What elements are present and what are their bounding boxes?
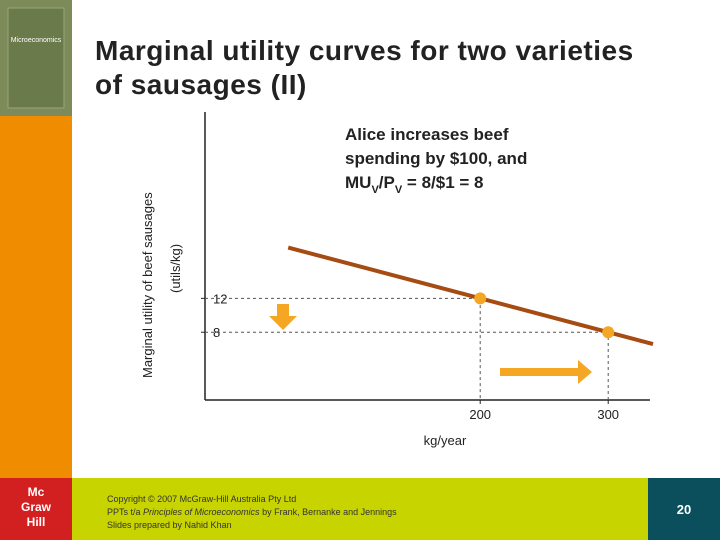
logo-text: Hill [27,515,46,529]
y-tick-label: 12 [213,291,227,306]
ppts-text: by Frank, Bernanke and Jennings [260,507,398,517]
annotation: spending by $100, and [345,149,527,168]
ppts: PPTs t/a Principles of Microeconomics by… [107,507,397,517]
annotation-sub: V [395,184,403,196]
annotation: Alice increases beef [345,125,509,144]
x-tick-label: 300 [597,407,619,422]
logo-text: Graw [21,500,52,514]
down-arrow [269,304,297,330]
y-axis-label: Marginal utility of beef sausages [140,192,155,378]
point [602,326,615,339]
slide-title: Marginal utility curves for two varietie… [95,35,634,100]
page-number: 20 [677,502,691,517]
cover-text: Microeconomics [11,37,62,44]
x-tick-label: 200 [469,407,491,422]
logo [0,478,72,540]
annotation: MUV/PV = 8/$1 = 8 [345,173,484,196]
logo-text: Mc [28,485,45,499]
ppts-book: Principles of Microeconomics [143,507,260,517]
x-axis-label: kg/year [424,433,467,448]
annotation-sub: V [371,184,379,196]
cover-panel [7,7,65,109]
page-box [648,478,720,540]
guide-line [205,331,609,400]
annotation-part: = 8/$1 = 8 [402,173,483,192]
right-arrow [500,360,592,384]
point [474,292,487,305]
annotation-part: MU [345,173,371,192]
copyright: Copyright © 2007 McGraw-Hill Australia P… [107,494,296,504]
mu-curve [287,245,654,347]
y-axis-unit: (utils/kg) [168,244,183,293]
annotation-part: /P [379,173,395,192]
footer-bar [0,478,720,540]
ppts-text: PPTs t/a [107,507,143,517]
slides-credit: Slides prepared by Nahid Khan [107,520,232,530]
guide-line [205,297,481,400]
y-tick-label: 8 [213,325,220,340]
